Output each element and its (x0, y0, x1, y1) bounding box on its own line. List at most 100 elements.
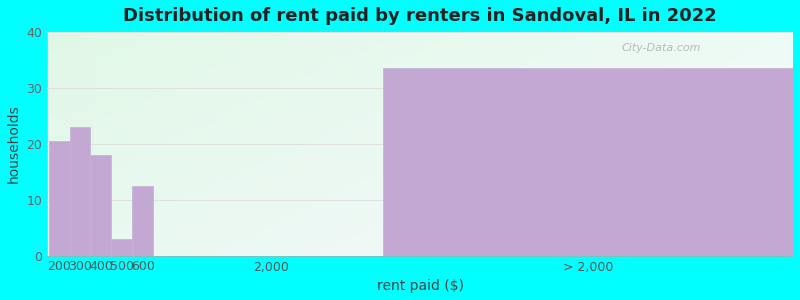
Bar (614, 46, 623, 49)
Bar (774, 125, 784, 128)
Bar (586, 250, 594, 253)
Bar (179, 97, 189, 100)
Bar (444, 44, 453, 46)
Bar (651, 44, 661, 46)
Bar (444, 174, 453, 176)
Bar (444, 162, 453, 165)
Bar (170, 103, 179, 106)
Bar (557, 74, 566, 77)
Bar (614, 117, 623, 120)
Bar (358, 179, 368, 182)
Bar (226, 154, 236, 157)
Bar (690, 179, 698, 182)
Bar (755, 185, 765, 188)
Bar (547, 44, 557, 46)
Bar (358, 145, 368, 148)
Bar (415, 83, 425, 86)
Bar (151, 244, 161, 247)
Bar (529, 179, 538, 182)
Bar (236, 55, 246, 58)
Bar (350, 128, 358, 131)
Bar (104, 210, 114, 213)
Bar (321, 239, 330, 242)
Bar (302, 120, 311, 123)
Bar (114, 92, 122, 94)
Bar (122, 89, 132, 92)
Bar (755, 174, 765, 176)
Bar (350, 89, 358, 92)
Bar (122, 40, 132, 43)
Bar (321, 171, 330, 174)
Bar (737, 230, 746, 233)
Bar (566, 134, 576, 137)
Bar (737, 210, 746, 213)
Bar (462, 140, 472, 142)
Bar (142, 148, 151, 151)
Bar (642, 123, 651, 125)
Bar (680, 140, 690, 142)
Bar (462, 171, 472, 174)
Bar (746, 210, 755, 213)
Bar (434, 125, 444, 128)
Bar (746, 83, 755, 86)
Bar (66, 80, 75, 83)
Bar (651, 66, 661, 69)
Bar (586, 140, 594, 142)
Bar (746, 230, 755, 233)
Bar (132, 247, 142, 250)
Bar (283, 202, 293, 205)
Bar (651, 38, 661, 40)
Bar (547, 205, 557, 208)
Bar (321, 233, 330, 236)
Bar (453, 114, 462, 117)
Bar (66, 44, 75, 46)
Bar (566, 103, 576, 106)
Bar (368, 44, 378, 46)
Bar (321, 154, 330, 157)
Bar (311, 94, 321, 97)
Bar (472, 233, 482, 236)
Bar (170, 208, 179, 210)
Bar (350, 171, 358, 174)
Bar (529, 151, 538, 154)
Bar (472, 117, 482, 120)
Bar (642, 154, 651, 157)
Bar (226, 52, 236, 55)
Bar (415, 233, 425, 236)
Bar (680, 123, 690, 125)
Bar (226, 46, 236, 49)
Bar (132, 120, 142, 123)
Bar (482, 179, 491, 182)
Bar (114, 142, 122, 145)
Bar (784, 100, 793, 103)
Bar (114, 63, 122, 66)
Bar (547, 145, 557, 148)
Bar (444, 117, 453, 120)
Bar (161, 49, 170, 52)
Bar (47, 171, 57, 174)
Bar (698, 66, 708, 69)
Bar (623, 250, 633, 253)
Bar (311, 222, 321, 224)
Bar (566, 89, 576, 92)
Bar (142, 123, 151, 125)
Bar (519, 190, 529, 194)
Bar (161, 89, 170, 92)
Bar (472, 80, 482, 83)
Bar (293, 55, 302, 58)
Bar (765, 159, 774, 162)
Bar (161, 131, 170, 134)
Bar (415, 137, 425, 140)
Bar (170, 32, 179, 35)
Bar (425, 247, 434, 250)
Bar (727, 190, 737, 194)
Bar (784, 109, 793, 111)
Bar (350, 194, 358, 196)
Bar (66, 154, 75, 157)
Bar (406, 38, 415, 40)
Bar (415, 66, 425, 69)
Bar (47, 89, 57, 92)
Bar (727, 120, 737, 123)
Bar (368, 182, 378, 185)
Bar (765, 222, 774, 224)
